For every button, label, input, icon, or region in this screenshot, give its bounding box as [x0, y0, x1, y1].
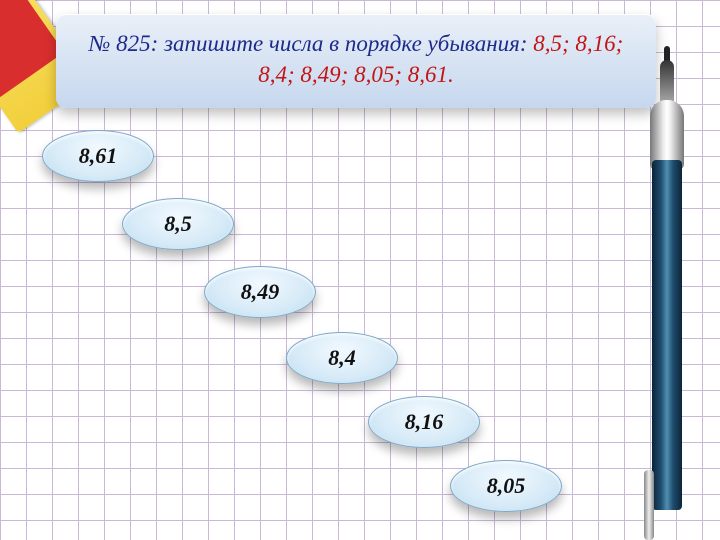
answer-oval-1: 8,61 [42, 130, 154, 182]
answer-oval-6: 8,05 [450, 460, 562, 512]
task-title-text: № 825: запишите числа в порядке убывания… [89, 31, 534, 56]
answer-oval-4: 8,4 [286, 332, 398, 384]
task-title-card: № 825: запишите числа в порядке убывания… [56, 14, 656, 108]
answer-oval-2: 8,5 [122, 198, 234, 250]
answer-oval-5: 8,16 [368, 396, 480, 448]
answer-oval-3: 8,49 [204, 266, 316, 318]
pen-decoration [630, 40, 700, 540]
